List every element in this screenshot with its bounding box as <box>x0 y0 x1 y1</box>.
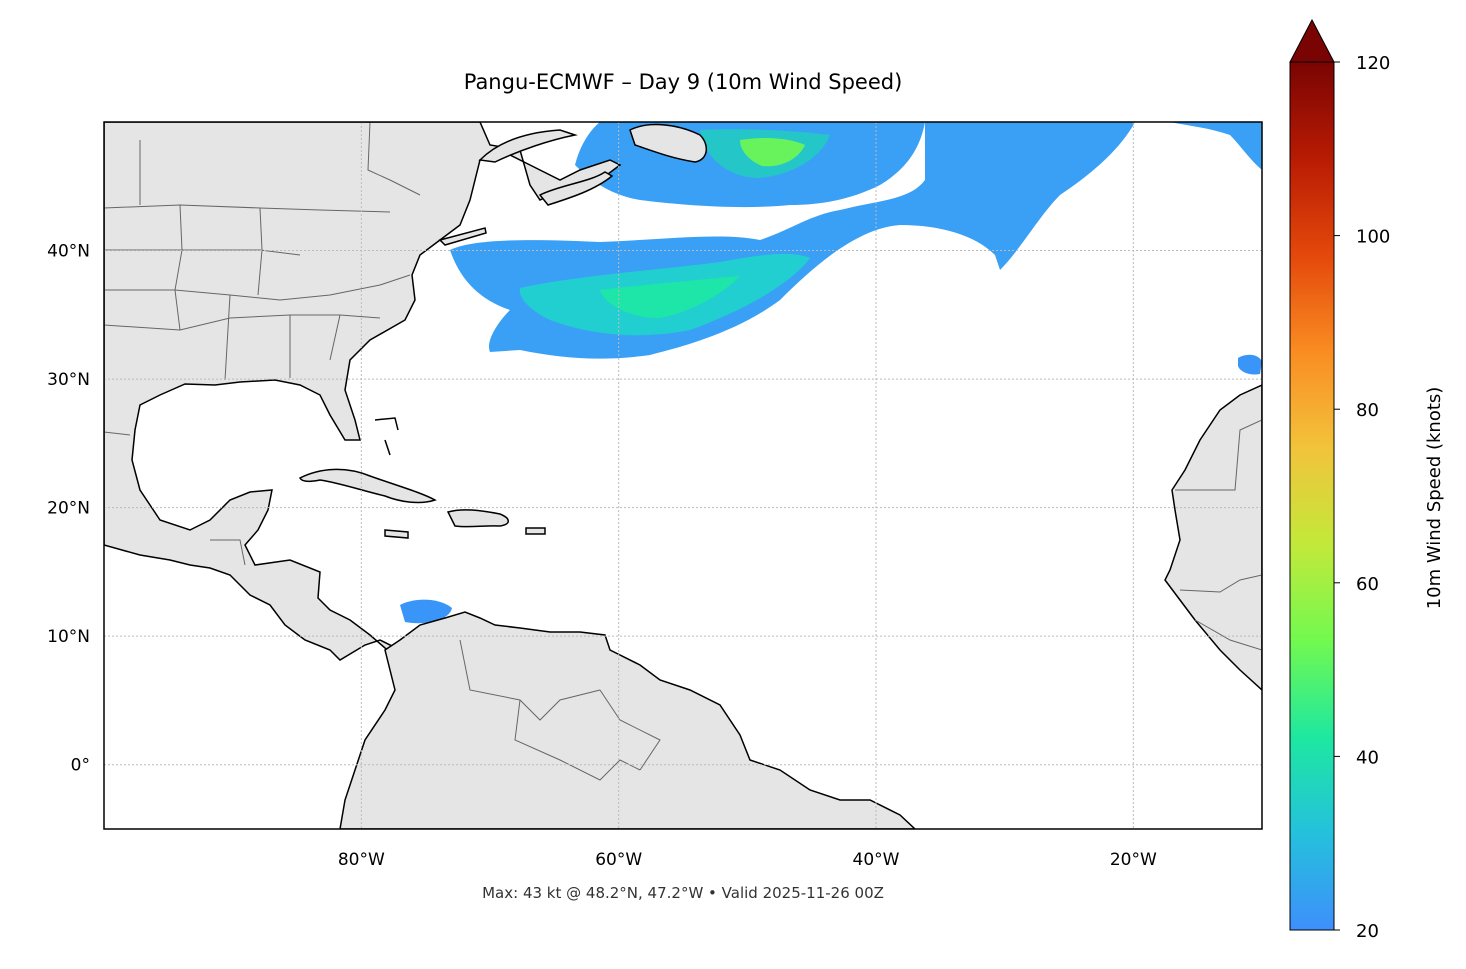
border-mexico <box>104 431 246 566</box>
land-north-america <box>104 122 622 661</box>
border-us-states-2 <box>104 274 411 301</box>
border-africa <box>1175 419 1262 651</box>
colorbar-ticks: 20 40 60 80 100 120 <box>1334 53 1390 942</box>
land-bahamas <box>374 417 399 456</box>
lat-tick-label: 20°N <box>47 499 90 519</box>
footer-max-info: Max: 43 kt @ 48.2°N, 47.2°W • Valid 2025… <box>482 884 884 902</box>
land-newfoundland <box>629 123 707 163</box>
land-quebec-north <box>478 129 578 163</box>
colorbar-tick-label: 40 <box>1356 747 1379 768</box>
border-us-states-1 <box>104 204 301 331</box>
chart-title: Pangu-ECMWF – Day 9 (10m Wind Speed) <box>463 70 903 94</box>
lat-tick-label: 0° <box>71 756 90 776</box>
lat-tick-label: 10°N <box>47 627 90 647</box>
wind-max-core <box>740 137 805 167</box>
latitude-axis: 0° 10°N 20°N 30°N 40°N <box>47 242 90 776</box>
land-cuba <box>298 468 437 504</box>
colorbar-tick-label: 120 <box>1356 53 1390 74</box>
wind-caribbean-patch <box>400 599 452 624</box>
land-nova-scotia <box>538 171 614 206</box>
wind-east-band <box>1170 122 1262 170</box>
colorbar: 20 40 60 80 100 120 10m Wind Speed (knots) <box>1289 18 1445 942</box>
border-canada-provinces <box>139 122 421 205</box>
longitude-axis: 80°W 60°W 40°W 20°W <box>338 850 1157 870</box>
land-jamaica <box>384 529 409 539</box>
border-us-states-4 <box>224 207 341 381</box>
colorbar-tick-label: 20 <box>1356 921 1379 942</box>
colorbar-tick-label: 100 <box>1356 227 1390 248</box>
land-long-island <box>438 227 487 246</box>
land-south-america <box>339 611 917 829</box>
border-layer <box>104 122 1262 781</box>
wind-small-west <box>560 244 635 261</box>
border-south-america <box>459 639 661 781</box>
colorbar-extend-arrow <box>1289 18 1335 63</box>
border-us-states-3 <box>104 314 381 331</box>
land-hispaniola <box>446 509 509 528</box>
wind-canary-patch <box>1238 354 1262 375</box>
map-frame <box>103 121 1263 830</box>
colorbar-label: 10m Wind Speed (knots) <box>1424 387 1445 610</box>
colorbar-tick-label: 80 <box>1356 400 1379 421</box>
lon-tick-label: 40°W <box>853 850 900 870</box>
land-puerto-rico <box>525 527 546 535</box>
lat-tick-label: 30°N <box>47 370 90 390</box>
wind-jet-center <box>600 276 740 318</box>
colorbar-tick-label: 60 <box>1356 574 1379 595</box>
lat-tick-label: 40°N <box>47 242 90 262</box>
lon-tick-label: 60°W <box>595 850 642 870</box>
colorbar-gradient <box>1289 61 1335 931</box>
lon-tick-label: 20°W <box>1110 850 1157 870</box>
lon-tick-label: 80°W <box>338 850 385 870</box>
gridlines <box>104 122 1262 829</box>
